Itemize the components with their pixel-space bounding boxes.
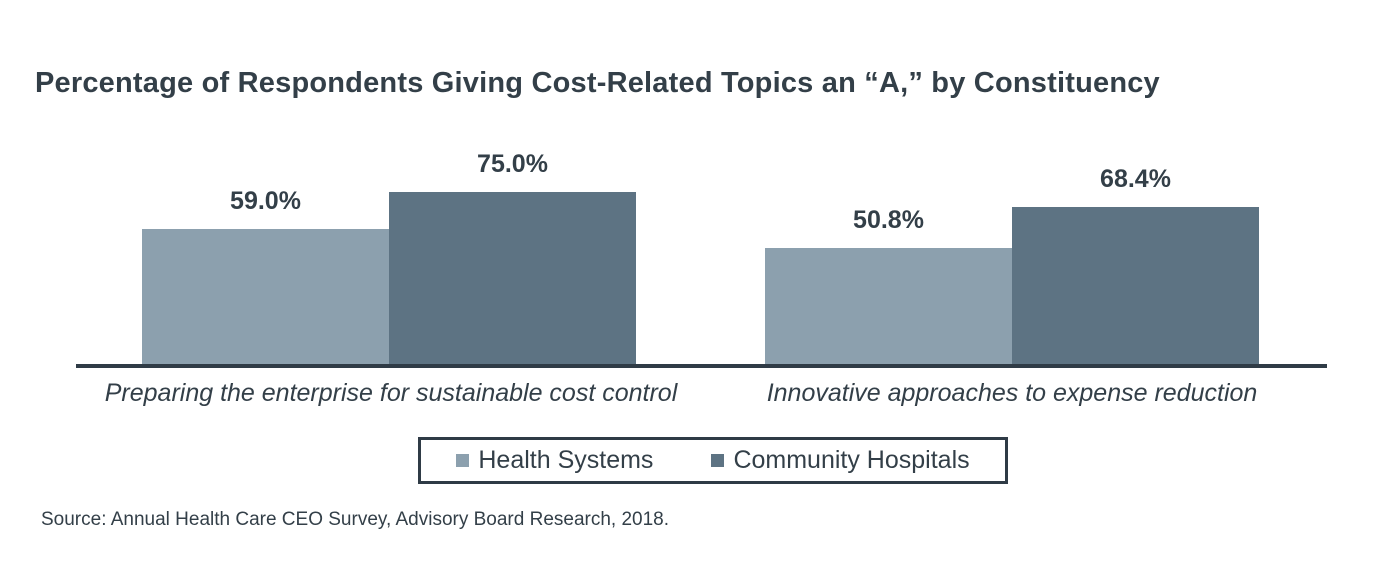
bar-value-label: 50.8% xyxy=(853,206,924,234)
legend-label-community-hospitals: Community Hospitals xyxy=(733,446,970,474)
bar-group-expense-reduction: 50.8% 68.4% xyxy=(765,165,1259,364)
category-label-sustainable-cost-control: Preparing the enterprise for sustainable… xyxy=(104,379,678,407)
bar-community-hospitals: 75.0% xyxy=(389,150,636,364)
bar-group-sustainable-cost-control: 59.0% 75.0% xyxy=(142,150,636,364)
category-label-expense-reduction: Innovative approaches to expense reducti… xyxy=(766,379,1258,407)
legend-item-health-systems: Health Systems xyxy=(456,446,653,475)
bar-health-systems: 50.8% xyxy=(765,206,1012,364)
source-note: Source: Annual Health Care CEO Survey, A… xyxy=(41,509,670,530)
bar-community-hospitals: 68.4% xyxy=(1012,165,1259,364)
legend-box: Health Systems Community Hospitals xyxy=(418,437,1008,484)
bar-value-label: 59.0% xyxy=(230,187,301,215)
legend-label-health-systems: Health Systems xyxy=(478,446,654,474)
community-hospitals-swatch-icon xyxy=(711,454,725,467)
legend-item-community-hospitals: Community Hospitals xyxy=(711,446,970,475)
x-axis-line xyxy=(76,364,1327,368)
bar-value-label: 68.4% xyxy=(1100,165,1171,193)
bar-value-label: 75.0% xyxy=(477,150,548,178)
health-systems-swatch-icon xyxy=(456,454,470,467)
bar-health-systems: 59.0% xyxy=(142,187,389,364)
chart-title: Percentage of Respondents Giving Cost-Re… xyxy=(35,67,1160,99)
